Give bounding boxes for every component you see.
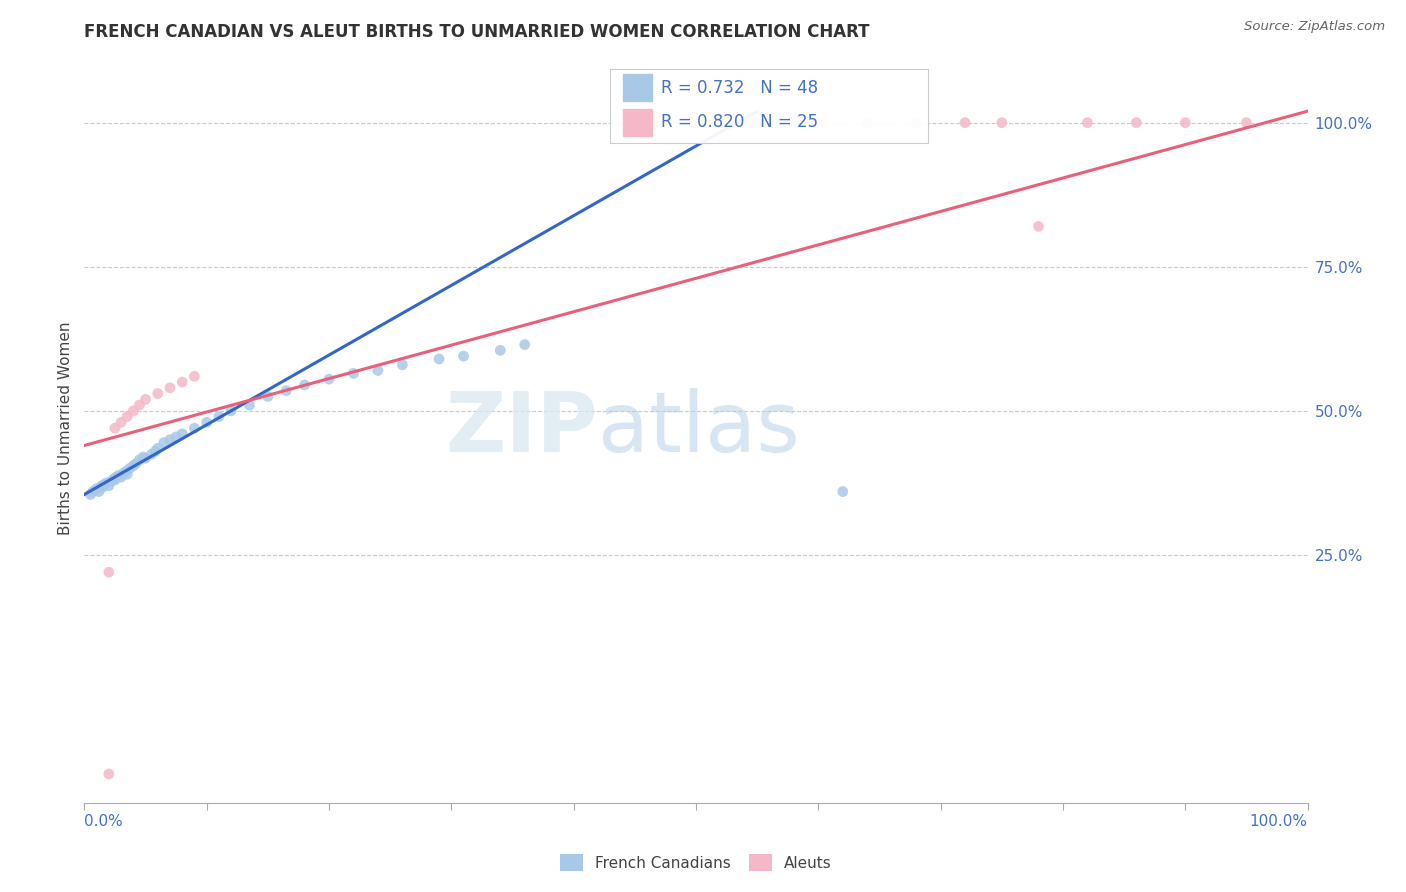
Point (97, 566, 120, 580)
Point (1125, 116, 1147, 130)
Point (96, 475, 118, 490)
Point (453, 349, 475, 363)
Point (1076, 116, 1098, 130)
Point (128, 398, 150, 412)
Point (783, 116, 806, 130)
Point (79, 487, 101, 501)
Point (146, 442, 169, 456)
Point (146, 386, 169, 401)
Y-axis label: Births to Unmarried Women: Births to Unmarried Women (58, 321, 73, 535)
Point (219, 404, 242, 418)
Point (165, 430, 187, 444)
Point (747, 116, 769, 130)
Point (342, 367, 364, 381)
Point (115, 409, 138, 424)
Point (141, 447, 163, 461)
Text: 0.0%: 0.0% (84, 814, 124, 830)
Point (195, 416, 218, 430)
Point (427, 351, 450, 366)
Point (122, 458, 145, 473)
Point (489, 343, 512, 358)
Point (1174, 116, 1197, 130)
Point (135, 392, 157, 407)
Point (513, 337, 536, 351)
Point (172, 375, 194, 389)
Point (143, 444, 166, 458)
Text: Source: ZipAtlas.com: Source: ZipAtlas.com (1244, 20, 1385, 33)
Point (103, 472, 125, 486)
Point (105, 470, 128, 484)
Point (172, 426, 194, 441)
Point (82, 484, 104, 499)
Text: FRENCH CANADIAN VS ALEUT BIRTHS TO UNMARRIED WOMEN CORRELATION CHART: FRENCH CANADIAN VS ALEUT BIRTHS TO UNMAR… (84, 23, 870, 41)
Text: atlas: atlas (598, 388, 800, 468)
Point (104, 421, 127, 435)
Point (122, 404, 145, 418)
Point (97, 479, 120, 493)
Point (128, 453, 150, 467)
Point (115, 464, 138, 478)
Point (257, 389, 280, 403)
Point (318, 372, 340, 386)
Point (159, 433, 181, 447)
Point (118, 461, 141, 475)
Point (953, 116, 976, 130)
Point (97, 767, 120, 781)
Point (991, 116, 1014, 130)
Point (391, 358, 413, 372)
Point (856, 116, 879, 130)
Point (90, 479, 112, 493)
Point (110, 416, 132, 430)
Point (107, 468, 129, 483)
Point (1236, 116, 1258, 130)
Point (87, 484, 110, 499)
Point (758, 116, 780, 130)
Point (1028, 219, 1050, 234)
Point (93, 477, 115, 491)
Point (183, 421, 205, 435)
Point (91, 480, 114, 494)
Point (132, 450, 155, 464)
Point (104, 473, 127, 487)
Point (135, 451, 157, 466)
Text: 100.0%: 100.0% (1250, 814, 1308, 830)
Point (159, 381, 181, 395)
Point (208, 409, 231, 424)
Point (276, 384, 298, 398)
Point (100, 474, 122, 488)
Legend: French Canadians, Aleuts: French Canadians, Aleuts (554, 847, 838, 878)
Point (905, 116, 928, 130)
Point (153, 435, 176, 450)
Point (110, 470, 132, 484)
Point (367, 363, 389, 377)
Point (183, 369, 205, 384)
Point (238, 398, 260, 412)
Text: ZIP: ZIP (446, 388, 598, 468)
Point (125, 457, 148, 471)
Point (831, 484, 853, 499)
Point (86, 482, 108, 496)
Point (294, 378, 316, 392)
Point (112, 466, 135, 480)
Point (115, 467, 138, 482)
Point (807, 116, 830, 130)
